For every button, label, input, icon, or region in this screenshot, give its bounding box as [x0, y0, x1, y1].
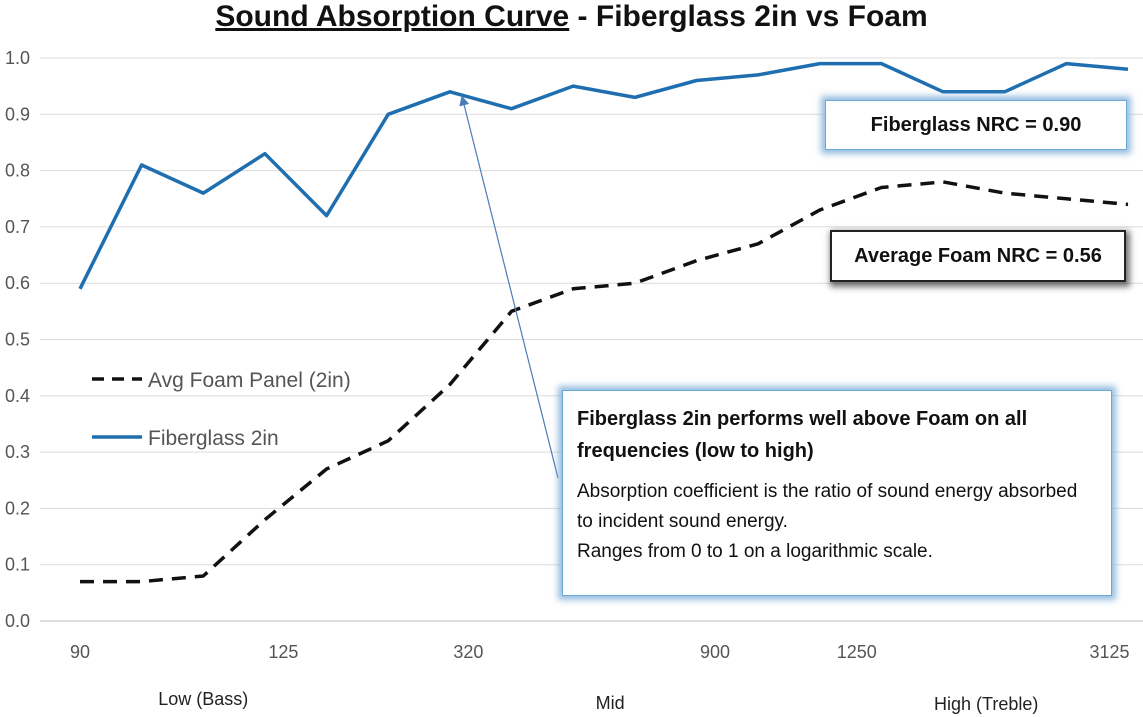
band-label: Mid — [596, 693, 625, 713]
chart-title-main: Sound Absorption Curve — [215, 0, 570, 33]
y-tick-label: 0.7 — [5, 217, 30, 237]
fiberglass-nrc-text: Fiberglass NRC = 0.90 — [870, 114, 1082, 136]
foam-nrc-text: Average Foam NRC = 0.56 — [854, 245, 1102, 267]
comparison-callout-body: Absorption coefficient is the ratio of s… — [577, 477, 1097, 567]
x-tick-label: 90 — [70, 642, 90, 662]
x-tick-label: 320 — [453, 642, 483, 662]
x-tick-label: 900 — [700, 642, 730, 662]
x-tick-label: 1250 — [837, 642, 877, 662]
series-line-avg-foam-panel-2in — [80, 180, 1129, 584]
foam-nrc-callout: Average Foam NRC = 0.56 — [830, 230, 1126, 282]
comparison-callout-line1: Absorption coefficient is the ratio of s… — [577, 481, 1078, 532]
y-tick-label: 0.9 — [5, 104, 30, 124]
chart-title-sub: - Fiberglass 2in vs Foam — [569, 0, 928, 33]
y-tick-label: 0.6 — [5, 273, 30, 293]
comparison-callout-line2: Ranges from 0 to 1 on a logarithmic scal… — [577, 541, 933, 562]
y-tick-label: 1.0 — [5, 48, 30, 68]
series-lines — [78, 61, 1129, 584]
comparison-callout: Fiberglass 2in performs well above Foam … — [562, 390, 1112, 596]
y-tick-label: 0.3 — [5, 442, 30, 462]
chart-title: Sound Absorption Curve - Fiberglass 2in … — [0, 0, 1143, 34]
y-tick-label: 0.8 — [5, 161, 30, 181]
band-label: High (Treble) — [934, 694, 1038, 714]
y-tick-label: 0.2 — [5, 498, 30, 518]
y-tick-label: 0.1 — [5, 555, 30, 575]
x-tick-label: 125 — [268, 642, 298, 662]
legend-label: Fiberglass 2in — [148, 427, 279, 450]
legend-label: Avg Foam Panel (2in) — [148, 369, 351, 392]
comparison-callout-heading: Fiberglass 2in performs well above Foam … — [577, 408, 1028, 462]
y-tick-label: 0.4 — [5, 386, 30, 406]
series-line-fiberglass-2in — [78, 61, 1129, 290]
legend: Avg Foam Panel (2in) Fiberglass 2in — [92, 369, 351, 450]
x-tick-label: 3125 — [1089, 642, 1129, 662]
y-tick-label: 0.0 — [5, 611, 30, 631]
callout-arrow — [459, 95, 559, 479]
band-label: Low (Bass) — [158, 689, 248, 709]
x-axis-ticks: 9012532090012503125Hz — [70, 642, 1130, 662]
frequency-band-labels: Low (Bass) Mid High (Treble) — [158, 689, 1038, 714]
y-axis-ticks: 0.0 0.1 0.2 0.3 0.4 0.5 0.6 0.7 0.8 0.9 1.0 — [5, 48, 30, 631]
fiberglass-nrc-callout: Fiberglass NRC = 0.90 — [825, 100, 1127, 150]
y-tick-label: 0.5 — [5, 330, 30, 350]
